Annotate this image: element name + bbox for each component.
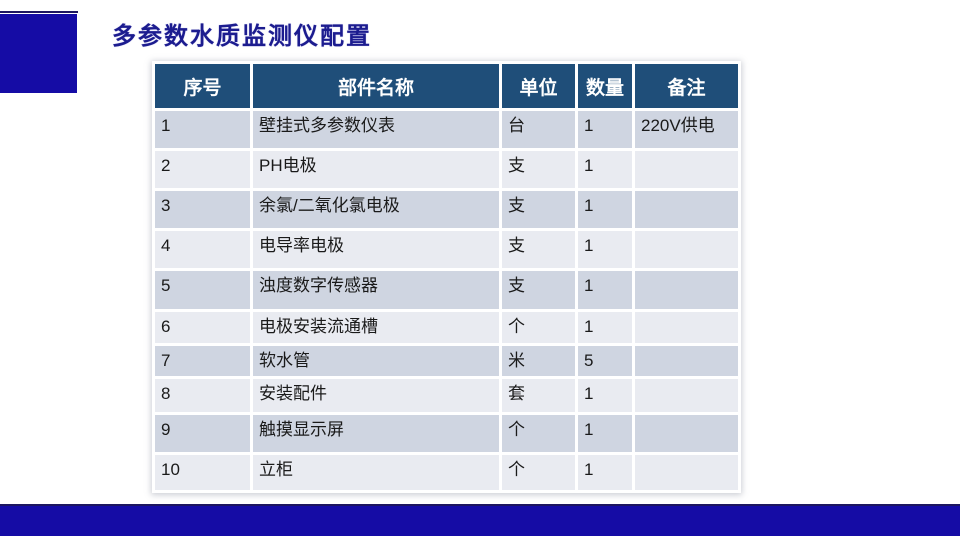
cell-note (635, 312, 738, 343)
table-row: 7 软水管 米 5 (155, 346, 738, 376)
cell-unit: 个 (502, 455, 575, 490)
table-row: 10 立柜 个 1 (155, 455, 738, 490)
cell-qty: 1 (578, 111, 632, 148)
table-row: 1 壁挂式多参数仪表 台 1 220V供电 (155, 111, 738, 148)
cell-unit: 个 (502, 415, 575, 452)
cell-qty: 1 (578, 415, 632, 452)
cell-note (635, 455, 738, 490)
table-row: 4 电导率电极 支 1 (155, 231, 738, 268)
cell-name: PH电极 (253, 151, 499, 188)
table-row: 6 电极安装流通槽 个 1 (155, 312, 738, 343)
cell-note (635, 346, 738, 376)
cell-unit: 套 (502, 379, 575, 412)
parts-table: 序号 部件名称 单位 数量 备注 1 壁挂式多参数仪表 台 1 220V供电 2 (152, 61, 741, 493)
cell-name: 软水管 (253, 346, 499, 376)
cell-qty: 1 (578, 231, 632, 268)
cell-note (635, 191, 738, 228)
cell-name: 立柜 (253, 455, 499, 490)
cell-note: 220V供电 (635, 111, 738, 148)
table-row: 9 触摸显示屏 个 1 (155, 415, 738, 452)
table-header-row: 序号 部件名称 单位 数量 备注 (155, 64, 738, 108)
col-header-qty: 数量 (578, 64, 632, 108)
cell-unit: 台 (502, 111, 575, 148)
cell-name: 电导率电极 (253, 231, 499, 268)
cell-unit: 支 (502, 271, 575, 309)
cell-unit: 个 (502, 312, 575, 343)
cell-name: 触摸显示屏 (253, 415, 499, 452)
cell-unit: 支 (502, 151, 575, 188)
cell-name: 安装配件 (253, 379, 499, 412)
cell-qty: 1 (578, 271, 632, 309)
col-header-name: 部件名称 (253, 64, 499, 108)
cell-no: 1 (155, 111, 250, 148)
cell-no: 2 (155, 151, 250, 188)
decor-square (0, 14, 77, 93)
cell-qty: 1 (578, 312, 632, 343)
cell-unit: 支 (502, 191, 575, 228)
col-header-unit: 单位 (502, 64, 575, 108)
cell-qty: 1 (578, 191, 632, 228)
decor-accent-line (0, 11, 78, 13)
page-title: 多参数水质监测仪配置 (112, 23, 372, 50)
cell-qty: 1 (578, 151, 632, 188)
cell-name: 浊度数字传感器 (253, 271, 499, 309)
table-row: 5 浊度数字传感器 支 1 (155, 271, 738, 309)
table-row: 2 PH电极 支 1 (155, 151, 738, 188)
footer-accent-bar (0, 504, 960, 536)
cell-no: 10 (155, 455, 250, 490)
cell-unit: 支 (502, 231, 575, 268)
cell-qty: 1 (578, 455, 632, 490)
cell-no: 7 (155, 346, 250, 376)
parts-table-container: 序号 部件名称 单位 数量 备注 1 壁挂式多参数仪表 台 1 220V供电 2 (152, 61, 741, 493)
col-header-no: 序号 (155, 64, 250, 108)
cell-no: 8 (155, 379, 250, 412)
cell-note (635, 415, 738, 452)
col-header-note: 备注 (635, 64, 738, 108)
table-row: 3 余氯/二氧化氯电极 支 1 (155, 191, 738, 228)
cell-note (635, 271, 738, 309)
cell-no: 5 (155, 271, 250, 309)
cell-note (635, 151, 738, 188)
cell-note (635, 379, 738, 412)
cell-name: 壁挂式多参数仪表 (253, 111, 499, 148)
table-row: 8 安装配件 套 1 (155, 379, 738, 412)
cell-no: 3 (155, 191, 250, 228)
cell-name: 电极安装流通槽 (253, 312, 499, 343)
cell-unit: 米 (502, 346, 575, 376)
cell-note (635, 231, 738, 268)
cell-name: 余氯/二氧化氯电极 (253, 191, 499, 228)
cell-qty: 1 (578, 379, 632, 412)
cell-no: 4 (155, 231, 250, 268)
cell-no: 6 (155, 312, 250, 343)
cell-no: 9 (155, 415, 250, 452)
cell-qty: 5 (578, 346, 632, 376)
